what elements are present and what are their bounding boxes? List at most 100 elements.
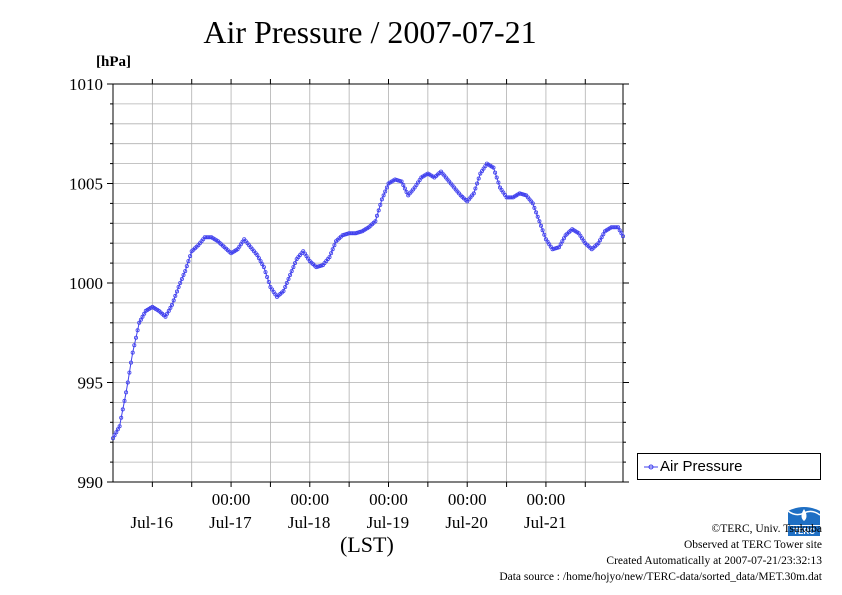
y-tick-label: 1005 [69, 175, 103, 194]
y-tick-label: 990 [78, 473, 104, 492]
data-point [111, 436, 116, 441]
data-point [186, 259, 191, 264]
data-point [401, 182, 406, 187]
data-point [399, 179, 404, 184]
data-point [598, 238, 603, 243]
data-point [260, 262, 265, 267]
data-point [376, 208, 381, 213]
data-point [263, 270, 268, 275]
data-point [384, 185, 389, 190]
series-line [112, 162, 624, 439]
data-point [542, 232, 547, 237]
logo-text: TERC [793, 527, 815, 536]
data-point [128, 360, 133, 365]
x-tick-label: 00:00 [290, 490, 329, 509]
data-point [535, 214, 540, 219]
data-point [258, 259, 263, 264]
x-day-label: Jul-16 [130, 513, 173, 532]
data-point [266, 279, 271, 284]
data-point [166, 308, 171, 313]
data-point [142, 311, 147, 316]
x-day-label: Jul-17 [209, 513, 252, 532]
observed-text: Observed at TERC Tower site [683, 539, 822, 551]
x-tick-label: 00:00 [527, 490, 566, 509]
data-point [292, 261, 297, 266]
data-point [332, 243, 337, 248]
data-point [137, 320, 142, 325]
data-point [178, 280, 183, 285]
credits: ©TERC, Univ. Tsukuba Observed at TERC To… [499, 521, 822, 585]
legend-line-marker-icon [644, 464, 658, 470]
data-point [188, 254, 193, 259]
x-tick-label: 00:00 [448, 490, 487, 509]
data-point [119, 415, 124, 420]
data-point [174, 289, 179, 294]
x-day-label: Jul-20 [445, 513, 488, 532]
x-tick-label: 00:00 [369, 490, 408, 509]
data-point [358, 229, 363, 234]
x-tick-label: 00:00 [212, 490, 251, 509]
data-point [120, 407, 125, 412]
data-point [373, 219, 378, 224]
x-day-label: Jul-19 [367, 513, 410, 532]
data-point [255, 253, 260, 258]
data-point [534, 210, 539, 215]
data-point [181, 272, 186, 277]
data-point [130, 350, 135, 355]
data-point [539, 223, 544, 228]
data-point [168, 305, 173, 310]
data-point [289, 269, 294, 274]
data-point [473, 186, 478, 191]
data-point [402, 186, 407, 191]
data-point [491, 165, 496, 170]
data-point [114, 430, 119, 435]
data-point [127, 370, 132, 375]
data-point [171, 298, 176, 303]
data-point [163, 314, 168, 319]
data-point [135, 328, 140, 333]
data-point [378, 202, 383, 207]
data-point [183, 269, 188, 274]
chart-title: Air Pressure / 2007-07-21 [203, 14, 537, 50]
data-point [284, 280, 289, 285]
data-point [291, 265, 296, 270]
x-day-label: Jul-21 [524, 513, 567, 532]
data-point [537, 219, 542, 224]
copyright-text: ©TERC, Univ. Tsukuba [711, 523, 822, 535]
data-point [176, 284, 181, 289]
x-axis-label: (LST) [340, 532, 394, 557]
data-point [379, 197, 384, 202]
data-point [265, 274, 270, 279]
data-point [169, 302, 174, 307]
data-point [616, 225, 621, 230]
data-point [261, 265, 266, 270]
data-point [115, 427, 120, 432]
data-point [374, 213, 379, 218]
data-point [125, 380, 130, 385]
legend: Air Pressure [637, 453, 821, 480]
data-point [286, 276, 291, 281]
terc-logo: TERC [787, 507, 821, 536]
data-point [494, 175, 499, 180]
data-point [140, 314, 145, 319]
data-point [599, 235, 604, 240]
data-point [179, 276, 184, 281]
data-point [132, 343, 137, 348]
data-point [596, 241, 601, 246]
data-point [281, 288, 286, 293]
data-point [557, 245, 562, 250]
data-point [383, 189, 388, 194]
data-point [540, 228, 545, 233]
data-point [117, 424, 122, 429]
data-point [476, 176, 481, 181]
data-point [330, 247, 335, 252]
data-point [404, 189, 409, 194]
data-point [283, 284, 288, 289]
data-point [471, 191, 476, 196]
data-point [288, 272, 293, 277]
data-point [617, 228, 622, 233]
data-point [530, 201, 535, 206]
data-point [475, 181, 480, 186]
created-text: Created Automatically at 2007-07-21/23:3… [606, 555, 822, 567]
